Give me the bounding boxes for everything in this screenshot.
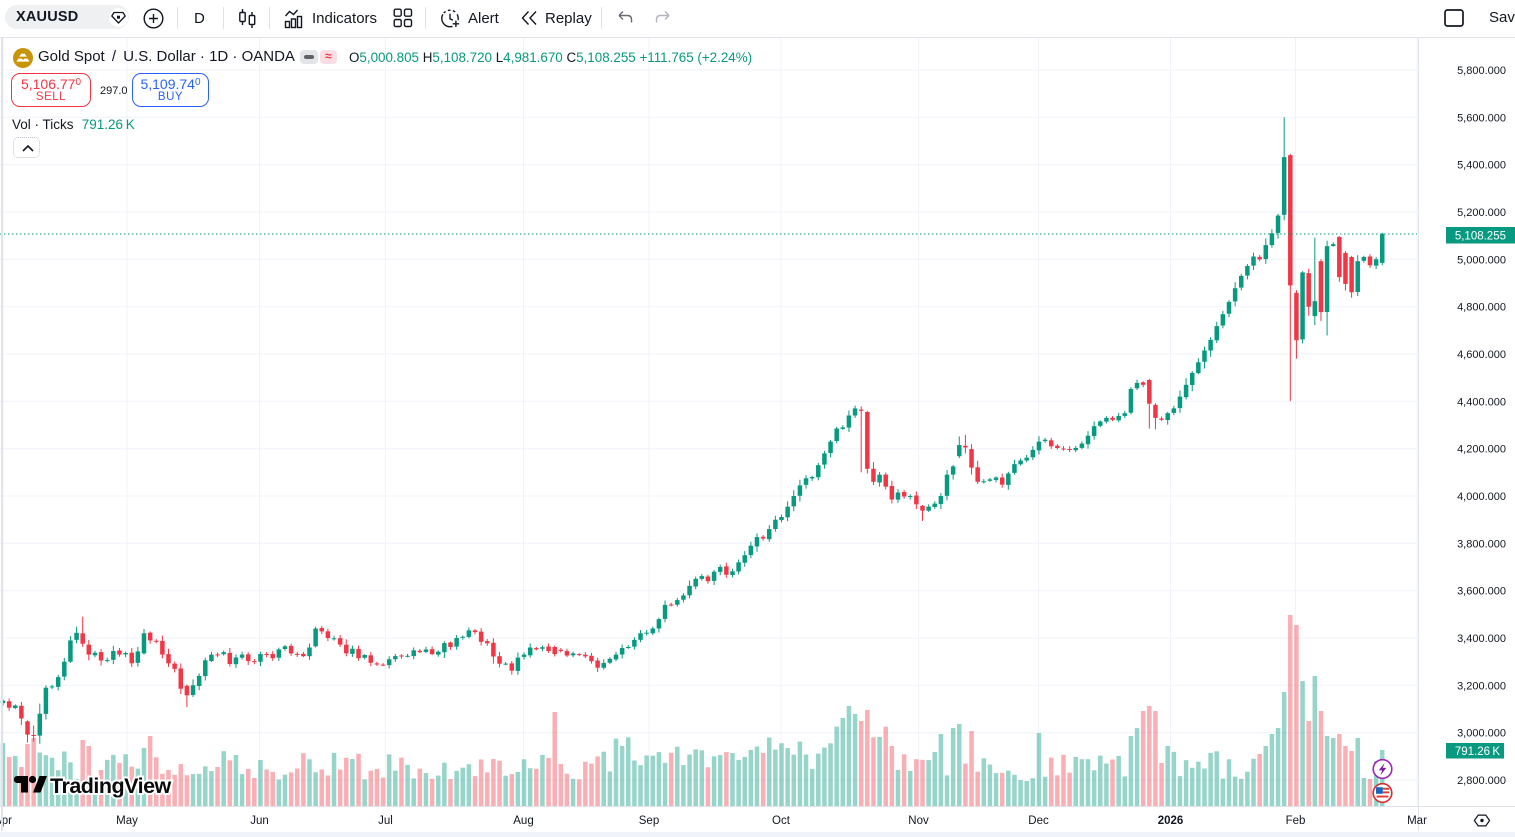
svg-text:4,200.000: 4,200.000: [1457, 444, 1506, 456]
svg-text:Jul: Jul: [378, 815, 393, 827]
svg-text:Apr: Apr: [0, 815, 12, 827]
svg-text:4,600.000: 4,600.000: [1457, 349, 1506, 361]
svg-text:Jun: Jun: [250, 815, 269, 827]
svg-text:5,800.000: 5,800.000: [1457, 65, 1506, 77]
svg-text:Oct: Oct: [772, 815, 791, 827]
svg-text:5,400.000: 5,400.000: [1457, 160, 1506, 172]
svg-text:Mar: Mar: [1407, 815, 1427, 827]
svg-text:TradingView: TradingView: [50, 774, 172, 798]
svg-text:2,800.000: 2,800.000: [1457, 775, 1506, 787]
svg-text:3,200.000: 3,200.000: [1457, 680, 1506, 692]
svg-text:3,400.000: 3,400.000: [1457, 633, 1506, 645]
svg-text:5,000.000: 5,000.000: [1457, 254, 1506, 266]
svg-text:3,600.000: 3,600.000: [1457, 586, 1506, 598]
svg-text:Dec: Dec: [1028, 815, 1049, 827]
svg-text:5,600.000: 5,600.000: [1457, 112, 1506, 124]
svg-text:Sep: Sep: [639, 815, 659, 827]
svg-text:3,000.000: 3,000.000: [1457, 728, 1506, 740]
svg-text:4,400.000: 4,400.000: [1457, 396, 1506, 408]
svg-text:May: May: [116, 815, 138, 827]
svg-text:4,800.000: 4,800.000: [1457, 302, 1506, 314]
svg-text:3,800.000: 3,800.000: [1457, 538, 1506, 550]
svg-text:Aug: Aug: [513, 815, 533, 827]
svg-text:Nov: Nov: [908, 815, 929, 827]
svg-text:791.26 K: 791.26 K: [1455, 746, 1500, 758]
svg-text:Feb: Feb: [1286, 815, 1306, 827]
svg-text:4,000.000: 4,000.000: [1457, 491, 1506, 503]
svg-text:5,200.000: 5,200.000: [1457, 207, 1506, 219]
svg-text:5,108.255: 5,108.255: [1455, 231, 1506, 243]
svg-text:2026: 2026: [1158, 815, 1184, 827]
